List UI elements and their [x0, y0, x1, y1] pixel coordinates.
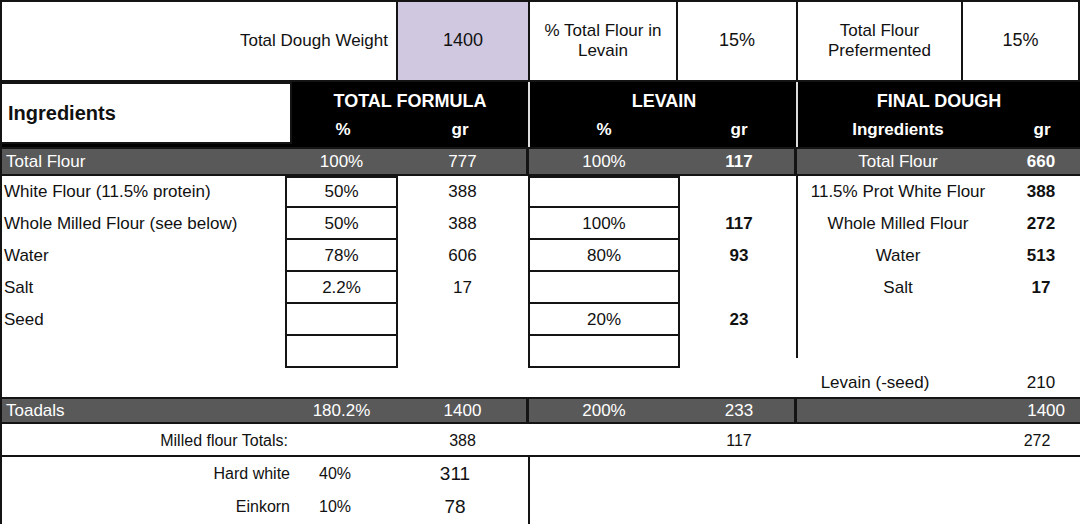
total-flour-lv-pct: 100%	[528, 149, 680, 174]
fd-gr-value	[991, 304, 1080, 336]
totals-tf-pct: 180.2%	[285, 399, 398, 422]
milled-flour-totals-lv-gr: 117	[689, 424, 789, 457]
lv-gr-value: 93	[689, 240, 789, 272]
total-flour-prefermented-value: 15%	[1002, 30, 1038, 52]
milled-breakdown-gr: 78	[400, 490, 510, 524]
totals-name: Toadals	[6, 399, 65, 422]
total-flour-row: Total Flour 100% 777 100% 117 Total Flou…	[0, 147, 1080, 176]
totals-row: Toadals 180.2% 1400 200% 233 1400	[0, 397, 1080, 424]
totals-tf-gr: 1400	[405, 399, 520, 422]
final-dough-gr-column-header: gr	[992, 116, 1080, 144]
milled-breakdown-name: Einkorn	[0, 490, 290, 524]
fd-gr-value: 17	[991, 272, 1080, 304]
fd-gr-value: 513	[991, 240, 1080, 272]
ingredient-name: White Flour (11.5% protein)	[4, 176, 282, 208]
total-flour-fd-gr: 660	[991, 149, 1080, 174]
table-left-border	[0, 82, 2, 524]
ingredient-name: Seed	[4, 304, 282, 336]
final-dough-section-title: FINAL DOUGH	[798, 86, 1080, 116]
milled-breakdown-pct[interactable]: 10%	[285, 490, 385, 524]
total-flour-lv-gr: 117	[689, 149, 789, 174]
lv-gr-value: 117	[689, 208, 789, 240]
totals-fd-gr: 1400	[975, 399, 1065, 422]
ingredient-name: Water	[4, 240, 282, 272]
lv-pct-cell[interactable]	[528, 336, 680, 368]
tf-pct-cell[interactable]	[285, 336, 398, 368]
ingredient-name: Salt	[4, 272, 282, 304]
bread-formula-spreadsheet: Total Dough Weight 1400 % Total Flour in…	[0, 0, 1080, 524]
fd-ingredient-name: Water	[798, 240, 998, 272]
total-flour-name: Total Flour	[6, 149, 85, 174]
levain-minus-seed-gr: 210	[991, 368, 1080, 397]
total-flour-prefermented-label: Total Flour Prefermented	[808, 21, 951, 62]
section-divider	[528, 457, 530, 524]
total-flour-tf-pct: 100%	[285, 149, 398, 174]
total-flour-fd-name: Total Flour	[798, 149, 998, 174]
tf-gr-value	[405, 304, 520, 336]
ingredient-name	[4, 336, 282, 368]
lv-gr-value	[689, 176, 789, 208]
ingredients-header-label: Ingredients	[8, 101, 116, 125]
fd-gr-value: 272	[991, 208, 1080, 240]
milled-flour-totals-tf-gr: 388	[405, 424, 520, 457]
tf-pct-cell[interactable]: 50%	[285, 208, 398, 240]
total-formula-pct-column-header: %	[293, 116, 393, 144]
tf-pct-cell[interactable]: 50%	[285, 176, 398, 208]
tf-gr-value: 388	[405, 176, 520, 208]
lv-gr-value: 23	[689, 304, 789, 336]
levain-pct-column-header: %	[554, 116, 654, 144]
milled-flour-totals-label: Milled flour Totals:	[0, 424, 288, 457]
levain-minus-seed-label: Levain (-seed)	[775, 368, 975, 397]
section-header-band: TOTAL FORMULA % gr LEVAIN % gr FINAL DOU…	[0, 82, 1080, 147]
total-dough-weight-label: Total Dough Weight	[240, 31, 388, 51]
levain-section-title: LEVAIN	[530, 86, 798, 116]
fd-ingredient-name	[798, 336, 998, 368]
total-dough-weight-input-cell[interactable]: 1400	[396, 0, 530, 82]
tf-gr-value: 606	[405, 240, 520, 272]
tf-pct-cell[interactable]	[285, 304, 398, 336]
lv-pct-cell[interactable]: 100%	[528, 208, 680, 240]
milled-breakdown-name: Hard white	[0, 457, 290, 490]
total-formula-gr-column-header: gr	[405, 116, 515, 144]
tf-pct-cell[interactable]: 2.2%	[285, 272, 398, 304]
total-flour-prefermented-label-cell: Total Flour Prefermented	[796, 0, 963, 82]
lv-pct-cell[interactable]	[528, 272, 680, 304]
total-formula-section-title: TOTAL FORMULA	[292, 86, 528, 116]
tf-pct-cell[interactable]: 78%	[285, 240, 398, 272]
ingredients-header-cell: Ingredients	[0, 82, 292, 144]
levain-gr-column-header: gr	[689, 116, 789, 144]
pct-total-flour-in-levain-value-cell[interactable]: 15%	[676, 0, 798, 82]
milled-breakdown-pct[interactable]: 40%	[285, 457, 385, 490]
lv-gr-value	[689, 336, 789, 368]
pct-total-flour-in-levain-label: % Total Flour in Levain	[536, 21, 670, 62]
totals-lv-pct: 200%	[528, 399, 680, 422]
section-divider	[794, 149, 797, 174]
lv-gr-value	[689, 272, 789, 304]
fd-gr-value: 388	[991, 176, 1080, 208]
tf-gr-value: 388	[405, 208, 520, 240]
total-dough-weight-value: 1400	[443, 30, 483, 52]
pct-total-flour-in-levain-label-cell: % Total Flour in Levain	[528, 0, 678, 82]
fd-gr-value	[991, 336, 1080, 368]
pct-total-flour-in-levain-value: 15%	[719, 30, 755, 52]
section-divider	[794, 399, 797, 422]
total-dough-weight-label-cell: Total Dough Weight	[0, 0, 398, 82]
fd-ingredient-name: 11.5% Prot White Flour	[798, 176, 998, 208]
total-flour-prefermented-value-cell[interactable]: 15%	[961, 0, 1080, 82]
tf-gr-value: 17	[405, 272, 520, 304]
totals-lv-gr: 233	[689, 399, 789, 422]
tf-gr-value	[405, 336, 520, 368]
milled-flour-totals-fd-gr: 272	[987, 424, 1080, 457]
final-dough-ingredients-column-header: Ingredients	[798, 116, 998, 144]
milled-breakdown-gr: 311	[400, 457, 510, 490]
lv-pct-cell[interactable]: 20%	[528, 304, 680, 336]
fd-ingredient-name	[798, 304, 998, 336]
total-flour-tf-gr: 777	[405, 149, 520, 174]
lv-pct-cell[interactable]	[528, 176, 680, 208]
fd-ingredient-name: Whole Milled Flour	[798, 208, 998, 240]
lv-pct-cell[interactable]: 80%	[528, 240, 680, 272]
fd-ingredient-name: Salt	[798, 272, 998, 304]
ingredient-name: Whole Milled Flour (see below)	[4, 208, 282, 240]
